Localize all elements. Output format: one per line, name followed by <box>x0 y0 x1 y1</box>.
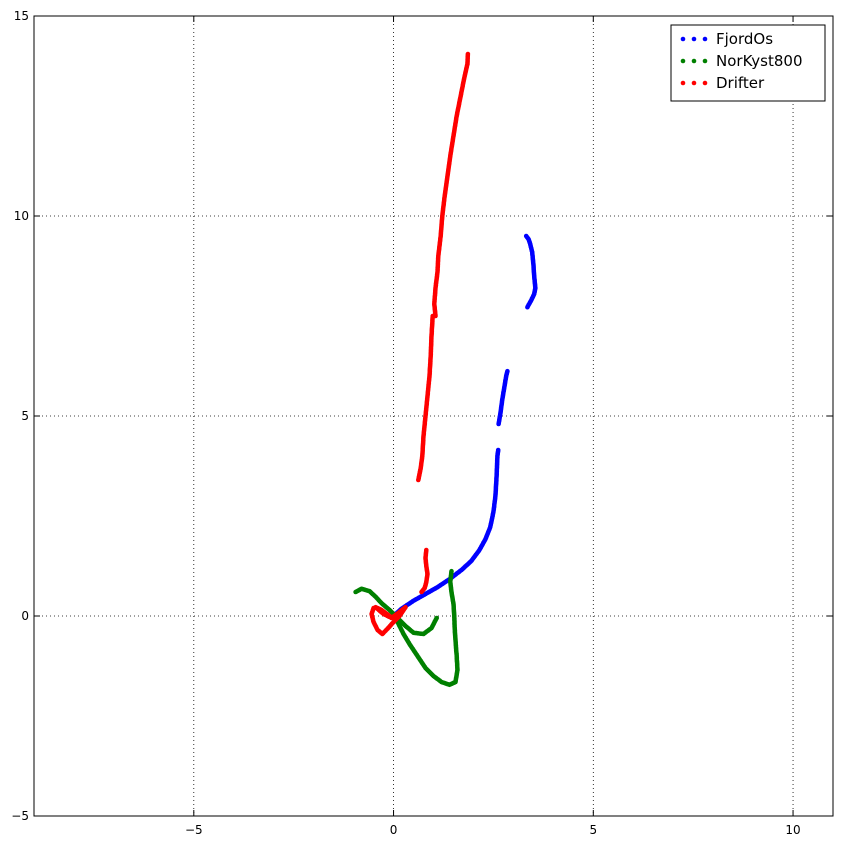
y-tick-label: 5 <box>21 409 29 423</box>
data-point <box>465 51 471 57</box>
legend: FjordOs NorKyst800 Drifter <box>670 24 826 102</box>
x-tick-label: 0 <box>390 823 398 837</box>
y-tick-label: 10 <box>14 209 29 223</box>
legend-label: NorKyst800 <box>716 52 803 70</box>
y-tick-label: 0 <box>21 609 29 623</box>
y-tick-label: −5 <box>11 809 29 823</box>
legend-label: FjordOs <box>716 30 773 48</box>
legend-marker <box>680 36 686 42</box>
data-point <box>523 233 529 239</box>
data-point <box>495 447 501 453</box>
legend-marker <box>702 80 708 86</box>
data-point <box>424 547 429 553</box>
data-point <box>387 613 392 619</box>
y-tick-label: 15 <box>14 9 29 23</box>
legend-box <box>670 24 826 102</box>
legend-marker <box>702 36 708 42</box>
series-drifter <box>369 51 471 637</box>
x-tick-label: 5 <box>589 823 597 837</box>
x-tick-label: −5 <box>185 823 203 837</box>
legend-label: Drifter <box>716 74 765 92</box>
legend-marker <box>680 58 686 64</box>
legend-marker <box>702 58 708 64</box>
data-point <box>434 615 440 621</box>
grid <box>34 16 833 816</box>
data-point <box>449 568 454 574</box>
legend-marker <box>691 80 697 86</box>
series-layer <box>353 51 538 688</box>
legend-marker <box>691 58 697 64</box>
x-tick-label: 10 <box>785 823 800 837</box>
ticks: −5 0 5 10 −5 0 5 10 15 <box>11 9 833 837</box>
legend-marker <box>691 36 697 42</box>
legend-marker <box>680 80 686 86</box>
data-point <box>505 368 510 374</box>
